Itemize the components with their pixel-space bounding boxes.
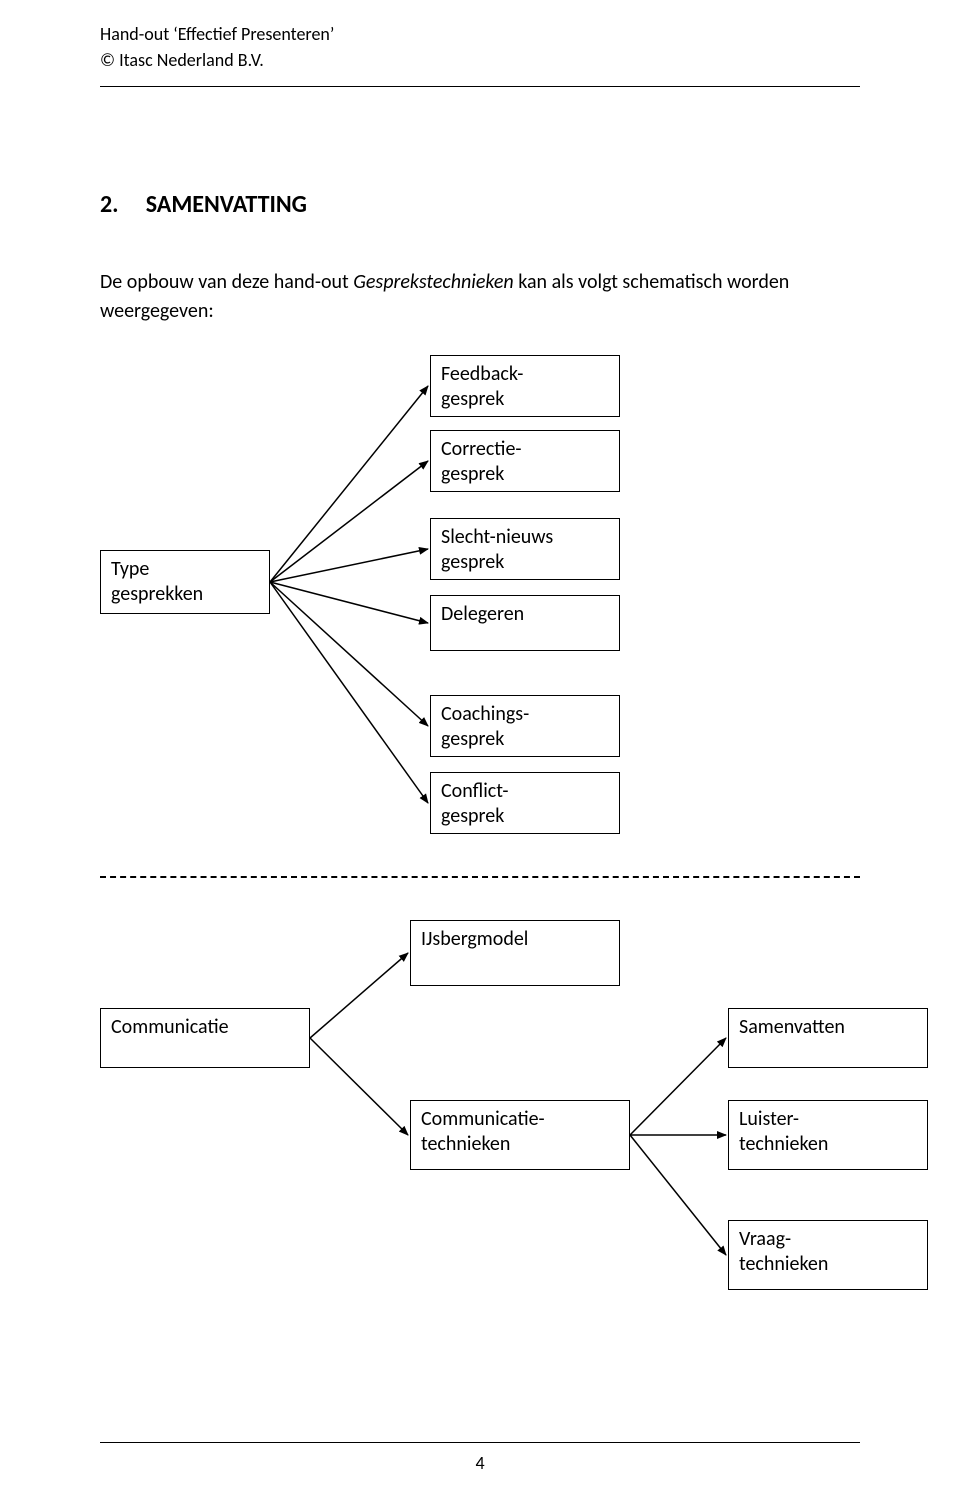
header-line-2: © Itasc Nederland B.V. [100, 48, 334, 72]
node-label-line: gesprek [441, 387, 609, 412]
node-label-line: Slecht-nieuws [441, 525, 609, 550]
node-label-line: Communicatie- [421, 1107, 619, 1132]
node-label-line: gesprek [441, 727, 609, 752]
node-label-line: Coachings- [441, 702, 609, 727]
header-line-1: Hand-out ‘Effectief Presenteren’ [100, 22, 334, 46]
edge-type_gesprekken-to-coachings [270, 582, 428, 726]
node-label-line: technieken [739, 1252, 917, 1277]
footer-rule [100, 1442, 860, 1443]
edge-communicatie_tech-to-vraag [630, 1135, 726, 1255]
node-label-line: Vraag- [739, 1227, 917, 1252]
node-label-line: gesprekken [111, 582, 259, 607]
node-label-line: Communicatie [111, 1015, 299, 1040]
node-label-line: technieken [421, 1132, 619, 1157]
node-label-line: technieken [739, 1132, 917, 1157]
edge-type_gesprekken-to-slecht_nieuws [270, 549, 428, 582]
node-label-line: Conflict- [441, 779, 609, 804]
edge-communicatie-to-ijsbergmodel [310, 953, 408, 1038]
node-ijsbergmodel: IJsbergmodel [410, 920, 620, 986]
node-label-line: Luister- [739, 1107, 917, 1132]
page: Hand-out ‘Effectief Presenteren’ © Itasc… [0, 0, 960, 1509]
edge-communicatie-to-communicatie_tech [310, 1038, 408, 1135]
node-label-line: Feedback- [441, 362, 609, 387]
node-type-gesprekken: Typegesprekken [100, 550, 270, 614]
node-label-line: Delegeren [441, 602, 609, 627]
node-label-line: Samenvatten [739, 1015, 917, 1040]
node-coachings: Coachings-gesprek [430, 695, 620, 757]
section-title: 2. SAMENVATTING [100, 190, 307, 219]
node-label-line: gesprek [441, 550, 609, 575]
node-label-line: gesprek [441, 804, 609, 829]
node-communicatie: Communicatie [100, 1008, 310, 1068]
section-heading: SAMENVATTING [146, 190, 307, 219]
edge-communicatie_tech-to-samenvatten [630, 1038, 726, 1135]
node-conflict: Conflict-gesprek [430, 772, 620, 834]
section-number: 2. [100, 190, 119, 219]
node-correctie: Correctie-gesprek [430, 430, 620, 492]
intro-italic: Gesprekstechnieken [353, 270, 513, 294]
node-slecht-nieuws: Slecht-nieuwsgesprek [430, 518, 620, 580]
edge-type_gesprekken-to-conflict [270, 582, 428, 803]
node-vraag: Vraag-technieken [728, 1220, 928, 1290]
node-communicatie-tech: Communicatie-technieken [410, 1100, 630, 1170]
node-luister: Luister-technieken [728, 1100, 928, 1170]
node-samenvatten: Samenvatten [728, 1008, 928, 1068]
header-rule [100, 86, 860, 87]
intro-pre: De opbouw van deze hand-out [100, 270, 353, 294]
dashed-separator [100, 876, 860, 878]
page-number: 4 [475, 1452, 484, 1474]
node-label-line: Type [111, 557, 259, 582]
node-feedback: Feedback-gesprek [430, 355, 620, 417]
edge-type_gesprekken-to-feedback [270, 386, 428, 582]
intro-text: De opbouw van deze hand-out Gesprekstech… [100, 268, 860, 326]
edge-type_gesprekken-to-delegeren [270, 582, 428, 623]
node-label-line: gesprek [441, 462, 609, 487]
node-delegeren: Delegeren [430, 595, 620, 651]
edge-type_gesprekken-to-correctie [270, 461, 428, 582]
page-header: Hand-out ‘Effectief Presenteren’ © Itasc… [100, 22, 334, 73]
node-label-line: Correctie- [441, 437, 609, 462]
node-label-line: IJsbergmodel [421, 927, 609, 952]
